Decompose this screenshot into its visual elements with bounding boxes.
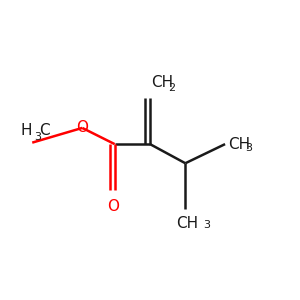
Text: CH: CH bbox=[176, 216, 198, 231]
Text: 3: 3 bbox=[34, 132, 41, 142]
Text: CH: CH bbox=[228, 136, 250, 152]
Text: CH: CH bbox=[152, 75, 174, 90]
Text: 3: 3 bbox=[203, 220, 210, 230]
Text: C: C bbox=[39, 123, 49, 138]
Text: 3: 3 bbox=[245, 142, 252, 153]
Text: H: H bbox=[21, 123, 32, 138]
Text: O: O bbox=[76, 120, 88, 135]
Text: 2: 2 bbox=[168, 83, 175, 93]
Text: O: O bbox=[107, 199, 119, 214]
